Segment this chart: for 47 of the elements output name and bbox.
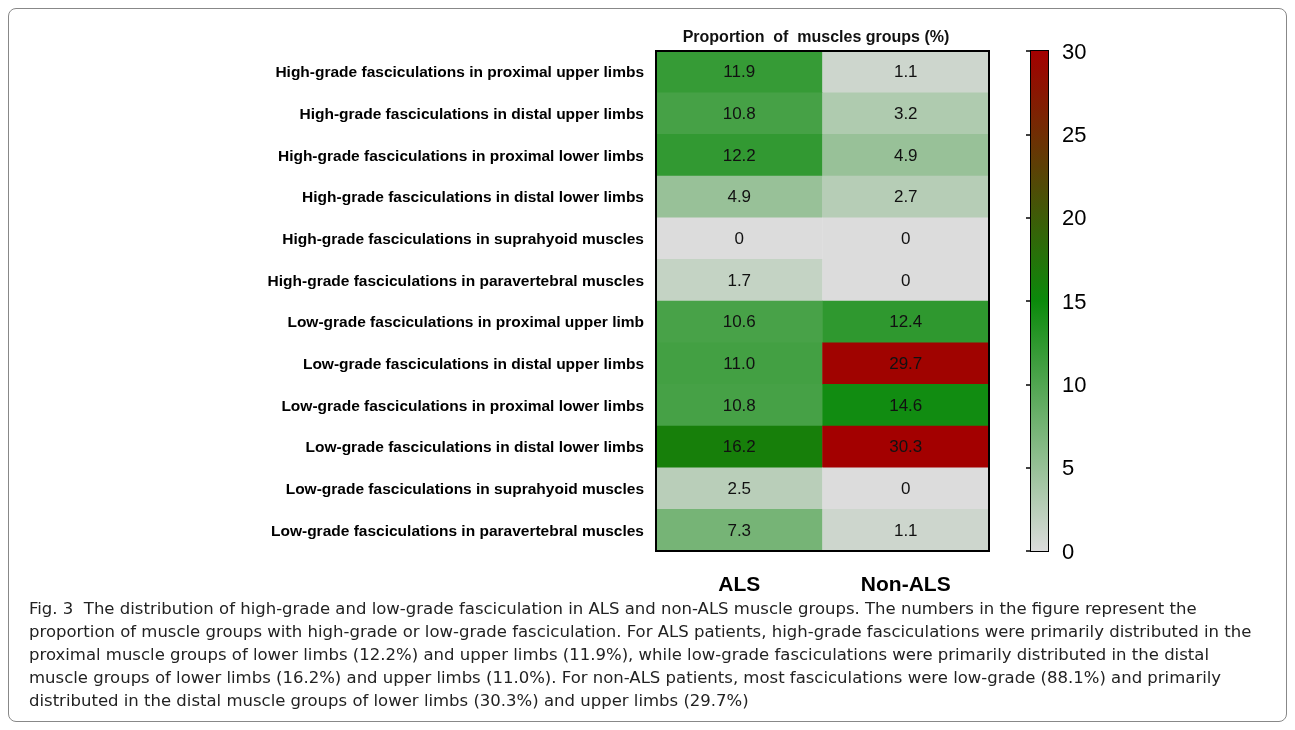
data-label: 0 bbox=[901, 270, 911, 290]
caption: Fig. 3 The distribution of high-grade and low-grade fasciculation in ALS and non-ALS muscle groups. The numbers in the figure represent the proportion of muscle groups with high-grade or low-grade fasciculation. For ALS patients, high-grade fasciculations were primarily distributed in the proximal muscle groups of lower limbs (12.2%) and upper limbs (11.9%), while low-grade fasciculations were primarily distributed in the distal muscle groups of lower limbs (16.2%) and upper limbs (11.0%). For non-ALS patients, most fasciculations were low-grade (88.1%) and primarily distributed in the distal muscle groups of lower limbs (30.3%) and upper limbs (29.7%) bbox=[29, 599, 1257, 710]
data-label: 4.9 bbox=[727, 187, 752, 207]
data-label: 10.8 bbox=[722, 395, 756, 415]
data-label: 2.7 bbox=[893, 187, 918, 207]
y-tick-label: High-grade fasciculations in suprahyoid muscles bbox=[282, 230, 644, 247]
data-label: 1.7 bbox=[727, 270, 752, 290]
data-label: 7.3 bbox=[727, 520, 752, 540]
x-tick-label: Non-ALS bbox=[860, 572, 951, 595]
y-tick-label: Low-grade fasciculations in paravertebral muscles bbox=[271, 521, 644, 539]
color-bar-label: 5 bbox=[1062, 455, 1075, 481]
data-label: 29.7 bbox=[889, 354, 923, 373]
data-label: 11.9 bbox=[723, 62, 756, 82]
data-label: 12.4 bbox=[889, 312, 923, 332]
data-label: 1.1 bbox=[893, 520, 918, 540]
data-label: 30.3 bbox=[889, 437, 923, 457]
data-label: 10.6 bbox=[722, 312, 756, 332]
y-tick-label: High-grade fasciculations in paravertebral muscles bbox=[267, 271, 644, 289]
color-bar-label: 25 bbox=[1062, 121, 1087, 147]
y-tick-label: Low-grade fasciculations in distal upper limbs bbox=[302, 355, 644, 372]
data-label: 11.0 bbox=[723, 354, 756, 373]
data-label: 10.8 bbox=[722, 104, 756, 123]
data-label: 0 bbox=[734, 229, 744, 248]
data-label: 12.2 bbox=[722, 145, 756, 165]
data-label: 14.6 bbox=[889, 395, 923, 415]
data-label: 0 bbox=[901, 229, 911, 248]
y-tick-label: High-grade fasciculations in proximal lower limbs bbox=[277, 146, 644, 164]
data-label: 3.2 bbox=[893, 104, 918, 123]
data-label: 2.5 bbox=[727, 479, 752, 498]
data-label: 16.2 bbox=[722, 437, 756, 457]
y-tick-label: High-grade fasciculations in distal lower limbs bbox=[302, 188, 644, 206]
y-tick-label: Low-grade fasciculations in proximal upper limb bbox=[287, 313, 644, 331]
x-tick-label: ALS bbox=[718, 572, 761, 595]
chart-title: Proportion of muscles groups (%) bbox=[682, 27, 950, 45]
y-tick-label: Low-grade fasciculations in proximal lower limbs bbox=[281, 396, 644, 414]
color-bar-label: 20 bbox=[1062, 205, 1087, 231]
color-bar-label: 10 bbox=[1062, 371, 1087, 397]
data-label: 0 bbox=[901, 479, 911, 498]
y-tick-label: High-grade fasciculations in proximal upper limbs bbox=[275, 63, 644, 81]
y-tick-label: High-grade fasciculations in distal upper limbs bbox=[299, 105, 644, 122]
data-label: 1.1 bbox=[893, 62, 918, 82]
color-bar-label: 30 bbox=[1062, 38, 1087, 64]
y-tick-label: Low-grade fasciculations in distal lower limbs bbox=[305, 438, 644, 456]
data-label: 4.9 bbox=[893, 145, 918, 165]
color-bar-label: 0 bbox=[1062, 538, 1075, 564]
color-bar-label: 15 bbox=[1062, 288, 1087, 314]
y-tick-label: Low-grade fasciculations in suprahyoid muscles bbox=[285, 480, 644, 497]
